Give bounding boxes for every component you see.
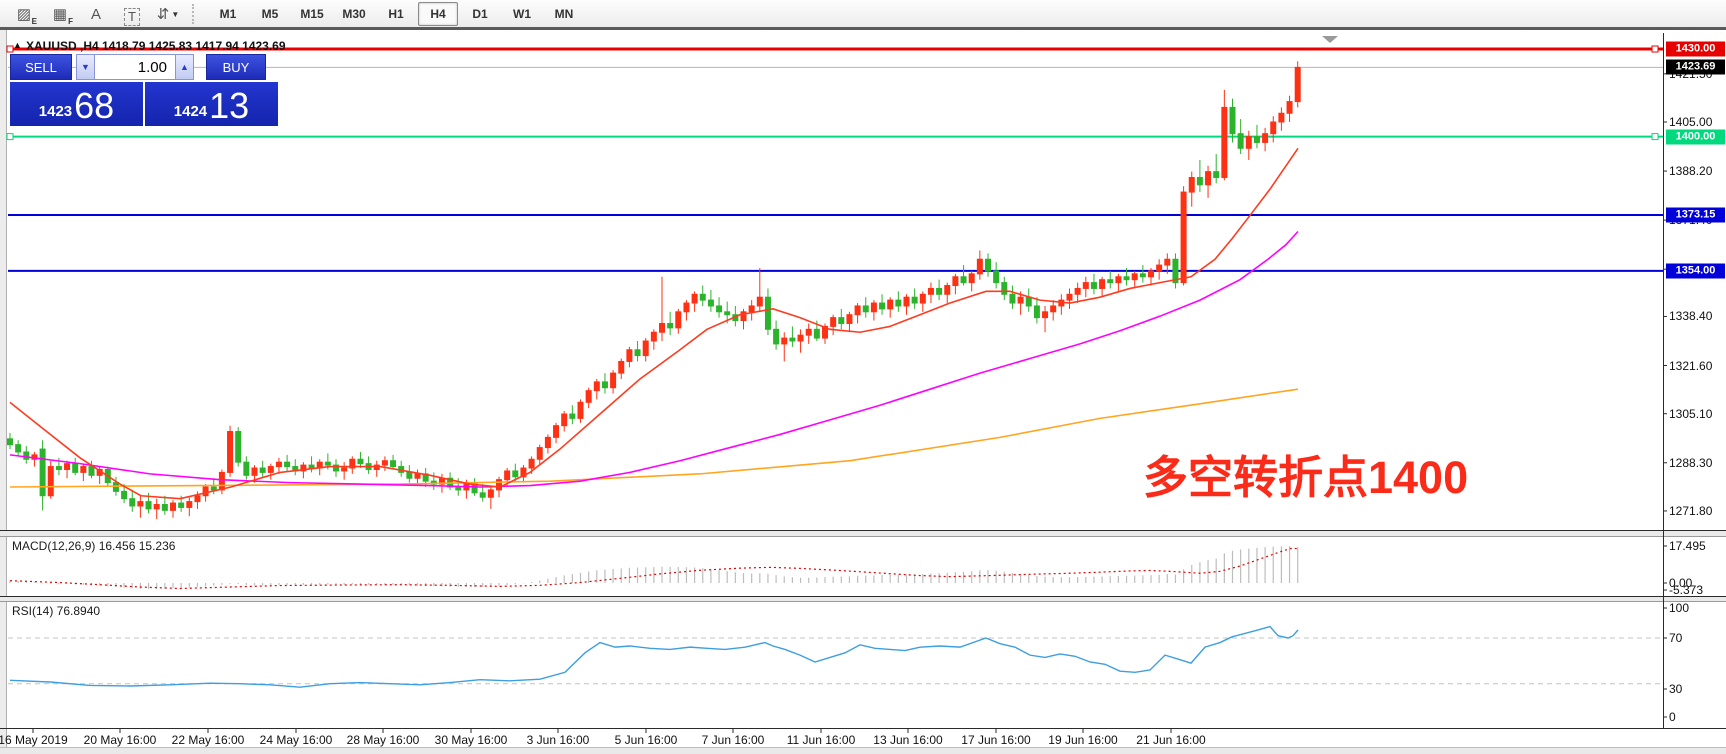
timeframe-button-D1[interactable]: D1 [472, 6, 488, 21]
timeframe-button-W1[interactable]: W1 [513, 6, 531, 21]
price-tick: 1338.40 [1669, 309, 1713, 324]
sell-price-big: 68 [74, 85, 115, 126]
timeframe-button-MN[interactable]: MN [554, 6, 574, 21]
date-tick: 19 Jun 16:00 [1048, 733, 1118, 747]
price-tick: 1388.20 [1669, 164, 1713, 179]
date-tick: 30 May 16:00 [434, 733, 508, 747]
date-tick: 13 Jun 16:00 [873, 733, 943, 747]
equidistant-channel-icon[interactable]: ▨ E [16, 5, 37, 26]
price-tick: 1321.60 [1669, 358, 1713, 373]
volume-input[interactable] [95, 54, 175, 80]
sell-button[interactable]: SELL [10, 54, 72, 80]
chart-title: XAUUSD ,H4 1418.79 1425.83 1417.94 1423.… [26, 39, 286, 53]
date-tick: 3 Jun 16:00 [526, 733, 590, 747]
date-tick: 21 Jun 16:00 [1136, 733, 1206, 747]
price-tick: 1305.10 [1669, 406, 1713, 421]
date-tick: 7 Jun 16:00 [701, 733, 765, 747]
indicator-tick: 0 [1669, 710, 1676, 724]
indicator-tick: 100 [1669, 601, 1690, 615]
timeframe-button-M15[interactable]: M15 [300, 6, 324, 21]
date-tick: 22 May 16:00 [171, 733, 245, 747]
date-tick: 16 May 2019 [0, 733, 68, 747]
date-tick: 20 May 16:00 [83, 733, 157, 747]
buy-price-big: 13 [209, 85, 250, 126]
date-tick: 5 Jun 16:00 [614, 733, 678, 747]
buy-price-display[interactable]: 1424 13 [145, 82, 278, 126]
hline-handle[interactable] [1651, 45, 1659, 53]
date-tick: 24 May 16:00 [259, 733, 333, 747]
indicator-tick: 17.495 [1669, 539, 1706, 553]
indicator-tick: 0.00 [1669, 576, 1693, 590]
price-level-badge: 1354.00 [1666, 263, 1725, 279]
label-icon[interactable]: T [118, 2, 146, 26]
window-left-border [0, 30, 7, 754]
date-tick: 28 May 16:00 [346, 733, 420, 747]
price-tick: 1405.00 [1669, 115, 1713, 129]
sell-price-small: 1423 [38, 103, 73, 120]
price-tick: 1288.30 [1669, 455, 1713, 470]
timeframe-button-H1[interactable]: H1 [388, 6, 404, 21]
text-icon[interactable]: A [90, 5, 101, 23]
date-tick: 11 Jun 16:00 [786, 733, 856, 747]
price-level-badge: 1373.15 [1666, 207, 1725, 223]
hline-handle[interactable] [6, 45, 14, 53]
fibonacci-icon[interactable]: ▦ F [52, 5, 73, 26]
timeframe-button-H4[interactable]: H4 [418, 1, 458, 26]
buy-button[interactable]: BUY [206, 54, 266, 80]
volume-increase-button[interactable]: ▲ [175, 54, 194, 80]
current-price-badge: 1423.69 [1666, 59, 1725, 75]
price-level-badge: 1400.00 [1666, 129, 1725, 145]
macd-label: MACD(12,26,9) 16.456 15.236 [12, 539, 176, 553]
price-level-badge: 1430.00 [1666, 41, 1725, 57]
indicator-tick: 30 [1669, 682, 1683, 696]
chart-annotation-text: 多空转折点1400 [1143, 452, 1469, 503]
sell-price-display[interactable]: 1423 68 [10, 82, 143, 126]
timeframe-button-M30[interactable]: M30 [342, 6, 366, 21]
toolbar-separator [192, 3, 198, 24]
volume-decrease-button[interactable]: ▼ [76, 54, 95, 80]
buy-price-small: 1424 [173, 103, 208, 120]
one-click-trading-panel: SELL ▼ ▲ BUY 1423 68 1424 13 [10, 54, 288, 126]
timeframe-button-M1[interactable]: M1 [219, 6, 237, 21]
price-tick: 1271.80 [1669, 503, 1713, 518]
arrow-tools-icon[interactable]: ⇵ ▼ [156, 5, 180, 23]
symbol-marker-icon: ▲ [13, 40, 22, 50]
indicator-tick: 70 [1669, 631, 1683, 645]
indicator-tick: -5.373 [1669, 583, 1704, 597]
hline-handle[interactable] [1651, 133, 1659, 141]
hline-handle[interactable] [6, 133, 14, 141]
rsi-label: RSI(14) 76.8940 [12, 604, 101, 618]
date-tick: 17 Jun 16:00 [961, 733, 1031, 747]
timeframe-button-M5[interactable]: M5 [261, 6, 279, 21]
toolbar: ▨ E ▦ F A T ⇵ ▼ M1 M5 M15 M30 H1 H4 D1 W1 MN [0, 0, 1726, 30]
